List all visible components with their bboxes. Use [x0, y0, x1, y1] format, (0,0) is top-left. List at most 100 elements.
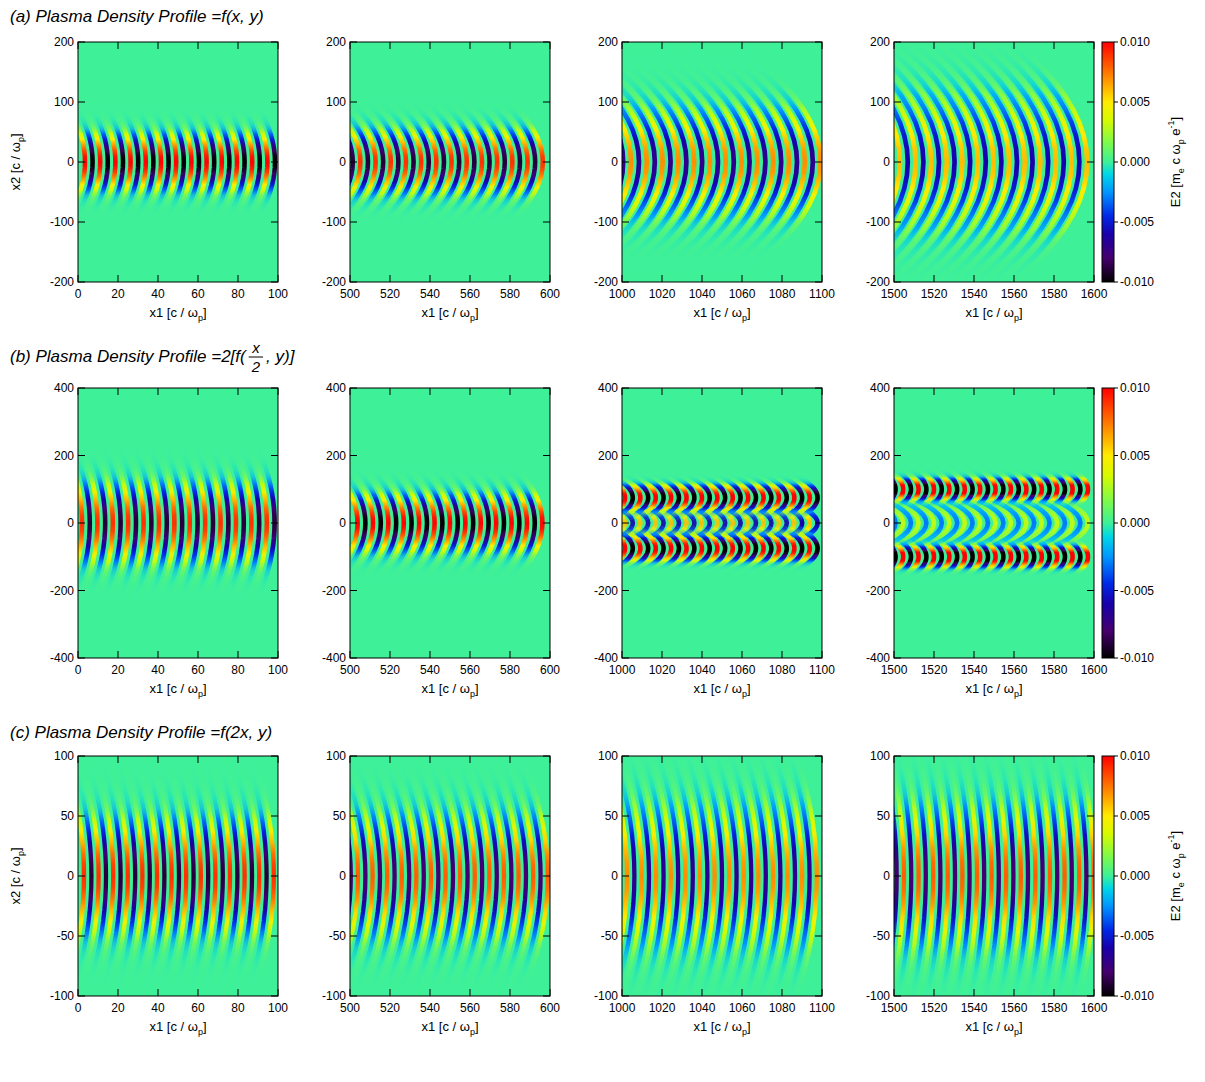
x-tick-label: 1020 — [649, 1001, 676, 1015]
wave-trough — [489, 756, 527, 996]
y-tick — [271, 816, 278, 817]
label-part: x1 [c / ω — [693, 305, 741, 320]
x-tick-label: 1060 — [729, 1001, 756, 1015]
wave-trough — [959, 756, 984, 996]
wave-trough — [350, 756, 380, 996]
x-axis-title: x1 [c / ωp] — [149, 1019, 206, 1037]
label-part: ] — [8, 133, 23, 137]
x-tick — [118, 42, 119, 49]
y-tick — [350, 102, 357, 103]
y-tick — [78, 42, 85, 43]
x-tick-label: 1540 — [961, 287, 988, 301]
y-tick — [271, 162, 278, 163]
x-tick — [1014, 275, 1015, 282]
wave-trough — [474, 756, 512, 996]
wave-trough — [743, 756, 781, 996]
wave-trough — [945, 756, 970, 996]
wave-trough — [894, 464, 911, 515]
y-tick-label: 100 — [598, 95, 618, 109]
wave-trough — [459, 756, 497, 996]
x-tick-label: 1080 — [769, 663, 796, 677]
x-tick — [1054, 989, 1055, 996]
y-tick — [350, 876, 357, 877]
plot-background — [622, 388, 822, 658]
y-tick-label: 0 — [67, 516, 74, 530]
y-tick — [894, 756, 901, 757]
row-title: f(x, y) — [221, 7, 264, 26]
label-part: ] — [1168, 117, 1183, 121]
y-tick — [78, 523, 85, 524]
x-tick — [1054, 756, 1055, 763]
y-tick — [350, 282, 357, 283]
row-title: , y)] — [266, 347, 296, 366]
wave-trough — [111, 430, 136, 616]
wave-trough — [1009, 464, 1034, 515]
x-tick-label: 1580 — [1041, 663, 1068, 677]
wave-trough — [714, 756, 752, 996]
label-part: x2 [c / ω — [8, 142, 23, 190]
x-tick — [662, 388, 663, 395]
label-part: ] — [203, 1019, 207, 1034]
wave-trough — [685, 756, 723, 996]
wave-trough — [157, 430, 182, 616]
colorbar-tick — [1114, 756, 1118, 757]
x-tick — [974, 756, 975, 763]
y-tick-label: -100 — [866, 215, 890, 229]
x-tick-label: 500 — [340, 1001, 360, 1015]
y-tick — [894, 222, 901, 223]
y-tick-label: -50 — [873, 929, 891, 943]
y-tick — [1087, 658, 1094, 659]
x-tick-label: 600 — [540, 663, 560, 677]
x-tick — [934, 388, 935, 395]
y-tick-label: -200 — [594, 584, 618, 598]
x-tick — [782, 42, 783, 49]
y-tick — [78, 996, 85, 997]
x-tick — [470, 275, 471, 282]
x-tick — [550, 651, 551, 658]
x-tick — [430, 388, 431, 395]
label-part: -1 — [1166, 120, 1176, 128]
y-tick-label: 200 — [598, 35, 618, 49]
wave-trough — [430, 756, 468, 996]
figure: (a) Plasma Density Profile = f(x, y)0204… — [0, 0, 1205, 1082]
wave-trough — [189, 95, 214, 230]
label-part: E2 [m — [1168, 173, 1183, 207]
wave-trough — [203, 430, 228, 616]
x-tick — [78, 42, 79, 49]
y-tick — [1087, 590, 1094, 591]
y-tick — [894, 102, 901, 103]
y-tick-label: 200 — [326, 35, 346, 49]
y-tick-label: 200 — [870, 35, 890, 49]
x-tick — [622, 388, 623, 395]
wave-trough — [978, 531, 1003, 582]
y-tick — [350, 658, 357, 659]
colorbar-tick-label: -0.010 — [1120, 275, 1154, 289]
x-tick — [894, 388, 895, 395]
y-tick — [622, 936, 629, 937]
x-tick — [622, 42, 623, 49]
x-tick — [662, 756, 663, 763]
colorbar-title: E2 [me c ωp e-1] — [1166, 831, 1186, 921]
y-tick — [1087, 42, 1094, 43]
y-tick-label: 0 — [611, 155, 618, 169]
plot-frame — [350, 756, 550, 996]
y-tick — [815, 282, 822, 283]
wave-trough — [932, 464, 957, 515]
x-tick — [470, 42, 471, 49]
y-tick — [815, 523, 822, 524]
x-tick — [894, 275, 895, 282]
wave-trough — [901, 756, 926, 996]
x-tick — [238, 275, 239, 282]
x-axis-title: x1 [c / ωp] — [149, 681, 206, 699]
x-tick — [742, 275, 743, 282]
x-tick — [702, 651, 703, 658]
plot-frame — [622, 42, 822, 282]
y-tick — [622, 756, 629, 757]
x-tick-label: 1600 — [1081, 663, 1108, 677]
x-tick-label: 540 — [420, 663, 440, 677]
x-tick — [198, 756, 199, 763]
y-tick — [622, 42, 629, 43]
wave-trough — [144, 95, 169, 230]
x-tick-label: 1040 — [689, 1001, 716, 1015]
wave-trough — [994, 531, 1019, 582]
